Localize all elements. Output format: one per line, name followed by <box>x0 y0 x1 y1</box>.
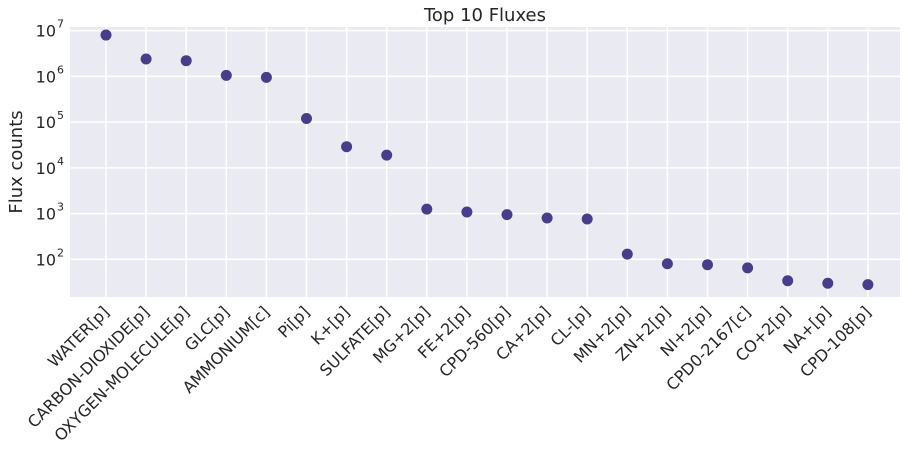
y-tick-exponent: 3 <box>57 201 64 214</box>
y-tick-exponent: 4 <box>57 155 64 168</box>
y-tick-label: 10 <box>36 250 56 269</box>
data-points <box>100 29 874 291</box>
data-point <box>661 258 673 270</box>
data-point <box>140 53 152 65</box>
data-point <box>621 248 633 260</box>
data-point <box>862 279 874 291</box>
y-axis-label: Flux counts <box>6 110 27 213</box>
y-tick-exponent: 2 <box>57 246 64 259</box>
data-point <box>301 112 312 124</box>
y-tick-exponent: 5 <box>57 109 64 122</box>
data-point <box>180 55 192 67</box>
y-tick-label: 10 <box>36 159 56 178</box>
y-tick-label: 10 <box>36 205 56 224</box>
data-point <box>100 29 112 41</box>
y-tick-label: 10 <box>36 67 56 86</box>
data-point <box>822 277 834 289</box>
data-point <box>381 149 393 161</box>
data-point <box>461 206 473 218</box>
y-tick-exponent: 7 <box>57 18 64 31</box>
gridlines <box>70 27 900 297</box>
data-point <box>581 213 593 225</box>
data-point <box>742 262 754 274</box>
plot-background <box>70 27 900 297</box>
data-point <box>341 141 353 153</box>
y-tick-exponent: 6 <box>57 63 64 76</box>
data-point <box>782 275 794 287</box>
data-point <box>421 203 433 215</box>
chart-title: Top 10 Fluxes <box>423 5 546 26</box>
data-point <box>260 71 272 83</box>
y-tick-label: 10 <box>36 113 56 132</box>
x-tick-labels: WATER[p]CARBON-DIOXIDE[p]OXYGEN-MOLECULE… <box>24 302 875 445</box>
data-point <box>220 69 232 81</box>
y-tick-label: 10 <box>36 22 56 41</box>
data-point <box>541 212 553 224</box>
data-point <box>702 259 713 271</box>
data-point <box>501 209 513 221</box>
